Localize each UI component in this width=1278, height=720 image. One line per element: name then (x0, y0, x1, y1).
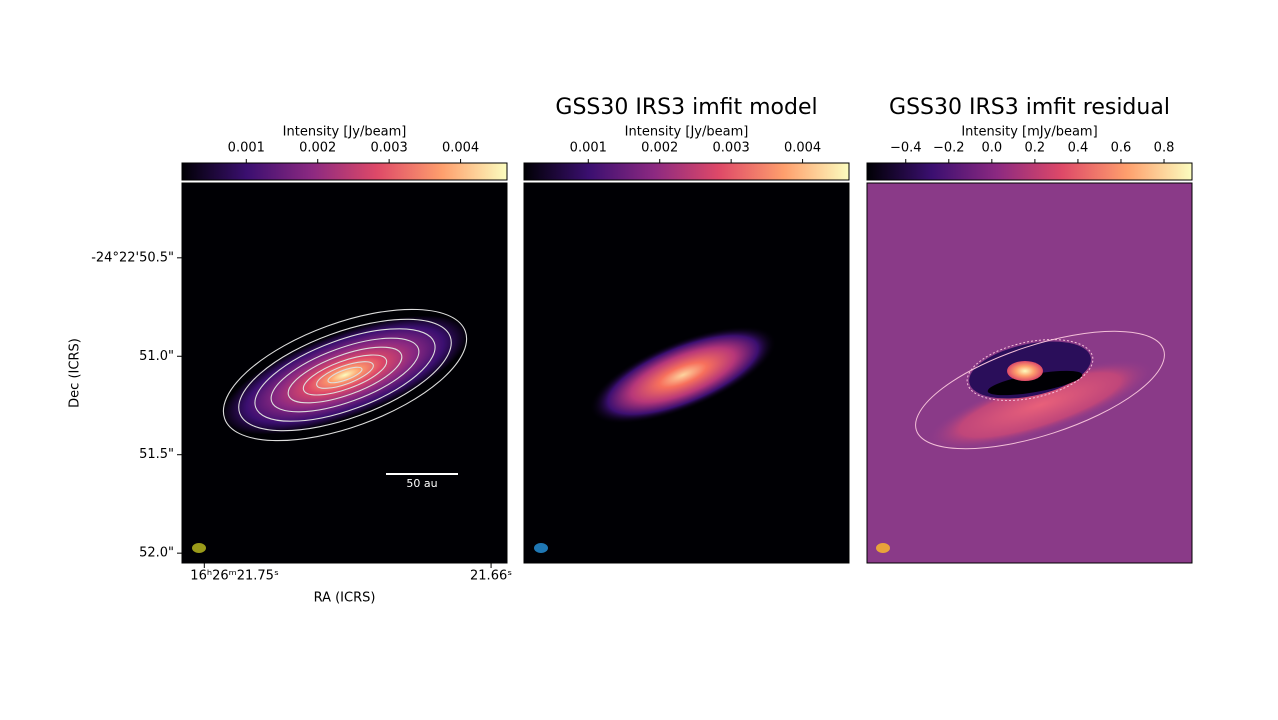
colorbar-tick-label: 0.004 (784, 141, 821, 156)
x-axis-label: RA (ICRS) (314, 591, 376, 606)
axes-frame (523, 182, 850, 564)
residual-band (925, 359, 1155, 451)
x-tick-label: 21.66ˢ (470, 569, 512, 584)
colorbar-label: Intensity [Jy/beam] (625, 125, 749, 140)
colorbar (181, 162, 508, 181)
beam (192, 543, 206, 553)
panel-title: GSS30 IRS3 imfit model (555, 95, 817, 120)
colorbar-tick-label: −0.2 (933, 141, 965, 156)
axes-frame (866, 182, 1193, 564)
colorbar-tick-label: 0.003 (371, 141, 408, 156)
x-tick-label: 16ʰ26ᵐ21.75ˢ (190, 569, 279, 584)
model-disk (589, 326, 777, 424)
panel-title: GSS30 IRS3 imfit residual (889, 95, 1170, 120)
residual-core (1007, 361, 1043, 381)
beam (876, 543, 890, 553)
y-axis-label: Dec (ICRS) (68, 338, 83, 408)
images (182, 182, 1193, 564)
colorbar-tick-label: 0.8 (1154, 141, 1175, 156)
colorbar-tick-label: 0.003 (713, 141, 750, 156)
colorbar-label: Intensity [mJy/beam] (961, 125, 1097, 140)
scale-bar-label: 50 au (406, 477, 437, 490)
colorbar-tick-label: 0.0 (981, 141, 1002, 156)
axes-frame (181, 182, 508, 564)
colorbar-tick-label: 0.002 (299, 141, 336, 156)
y-tick-label: 51.0" (139, 349, 174, 364)
residual-negative (987, 370, 1083, 396)
colorbar-tick-label: 0.001 (228, 141, 265, 156)
contours (915, 330, 1165, 450)
y-tick-label: 51.5" (139, 447, 174, 462)
y-tick-label: 52.0" (139, 546, 174, 561)
colorbar-tick-label: 0.6 (1111, 141, 1132, 156)
colorbar-tick-label: 0.2 (1025, 141, 1046, 156)
colorbar-tick-label: 0.001 (570, 141, 607, 156)
beam (534, 543, 548, 553)
colorbar (866, 162, 1193, 181)
colorbar-tick-label: 0.004 (442, 141, 479, 156)
y-tick-label: -24°22'50.5" (91, 250, 174, 265)
colorbar-tick-label: 0.4 (1068, 141, 1089, 156)
colorbar-tick-label: 0.002 (641, 141, 678, 156)
disk (221, 308, 469, 442)
colorbar-tick-label: −0.4 (890, 141, 922, 156)
colorbar-label: Intensity [Jy/beam] (283, 125, 407, 140)
colorbar (523, 162, 850, 181)
